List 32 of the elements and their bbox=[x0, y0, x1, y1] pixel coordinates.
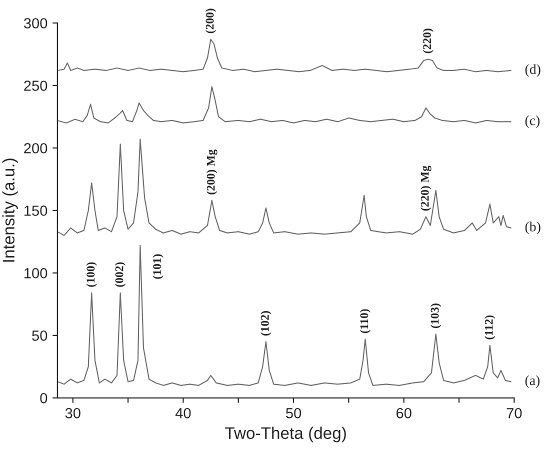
series-label: (a) bbox=[525, 375, 540, 388]
annotation: (220) bbox=[422, 28, 434, 54]
annotation: (112) bbox=[484, 315, 496, 340]
line-series bbox=[57, 244, 512, 386]
y-tick-label: 300 bbox=[24, 18, 48, 28]
y-tick-label: 100 bbox=[24, 268, 48, 278]
annotation: (102) bbox=[260, 311, 272, 336]
y-tick-label: 150 bbox=[24, 206, 48, 216]
annotation: (200) bbox=[205, 8, 216, 34]
annotation: (101) bbox=[152, 254, 164, 279]
line-series bbox=[57, 86, 512, 124]
y-tick-label: 50 bbox=[32, 330, 48, 341]
x-tick-label: 30 bbox=[65, 408, 80, 418]
annotation: (200) Mg bbox=[206, 149, 218, 194]
annotation: (103) bbox=[430, 304, 442, 328]
x-tick-label: 40 bbox=[175, 408, 191, 418]
x-axis-title: Two-Theta (deg) bbox=[225, 426, 346, 442]
x-tick-label: 60 bbox=[396, 408, 412, 418]
series-label: (c) bbox=[525, 115, 540, 128]
annotation: (110) bbox=[360, 309, 371, 334]
x-tick-label: 70 bbox=[506, 408, 522, 418]
series-label: (b) bbox=[525, 222, 540, 234]
x-tick-label: 50 bbox=[286, 408, 302, 418]
annotation: (002) bbox=[114, 262, 126, 287]
line-series bbox=[57, 138, 512, 236]
y-tick-label: 250 bbox=[24, 80, 48, 91]
annotation: (100) bbox=[86, 262, 97, 287]
series-label: (d) bbox=[525, 64, 540, 77]
annotation: (220) Mg bbox=[420, 166, 432, 211]
y-tick-label: 200 bbox=[24, 143, 48, 154]
y-tick-label: 0 bbox=[40, 393, 48, 404]
y-axis-title: Intensity (a.u.) bbox=[2, 158, 18, 262]
